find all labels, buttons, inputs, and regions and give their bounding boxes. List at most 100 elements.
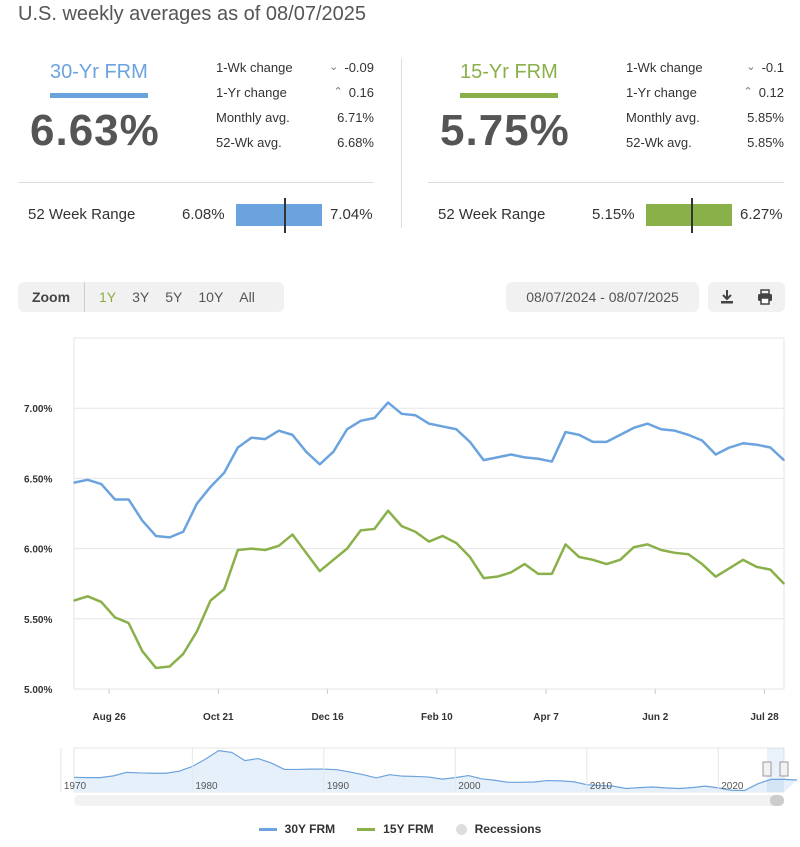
download-button[interactable] xyxy=(708,282,746,312)
data-point-30yr xyxy=(687,434,690,436)
legend-item-30yr[interactable]: 30Y FRM xyxy=(258,822,335,836)
range-marker-30yr xyxy=(284,198,287,233)
data-point-15yr xyxy=(387,509,389,512)
data-point-30yr xyxy=(646,422,649,425)
x-tick-label: Oct 21 xyxy=(203,712,234,723)
data-point-30yr xyxy=(223,471,225,474)
zoom-option-5y[interactable]: 5Y xyxy=(165,289,183,305)
stat-label: 1-Wk change xyxy=(626,60,703,75)
data-point-15yr xyxy=(250,547,253,550)
data-point-30yr xyxy=(755,443,758,446)
rate-value-30yr: 6.63% xyxy=(30,106,160,155)
data-point-30yr xyxy=(114,498,116,501)
navigator-tick-label: 1970 xyxy=(64,781,87,792)
data-point-30yr xyxy=(278,429,280,432)
data-point-15yr xyxy=(182,653,185,655)
stats-15yr: 1-Wk change ⌄ -0.1 1-Yr change ⌃ 0.12 Mont… xyxy=(626,60,784,160)
navigator-selection xyxy=(767,748,784,792)
stat-row-52wk: 52-Wk avg. 5.85% xyxy=(626,135,784,160)
data-point-30yr xyxy=(237,446,239,449)
zoom-option-10y[interactable]: 10Y xyxy=(198,289,224,305)
data-point-15yr xyxy=(278,544,280,547)
data-point-30yr xyxy=(578,434,580,436)
stat-value: -0.1 xyxy=(761,60,784,75)
stat-row-monthly: Monthly avg. 6.71% xyxy=(216,110,374,135)
y-tick-label: 5.50% xyxy=(24,615,52,626)
data-point-15yr xyxy=(783,582,785,585)
plot-area xyxy=(73,337,785,690)
chart-legend: 30Y FRM 15Y FRM Recessions xyxy=(0,822,800,836)
legend-item-recessions[interactable]: Recessions xyxy=(455,822,541,836)
panel-divider xyxy=(401,58,402,228)
data-point-30yr xyxy=(387,401,389,404)
data-point-15yr xyxy=(564,543,567,546)
data-point-15yr xyxy=(223,588,225,591)
data-point-15yr xyxy=(592,559,594,561)
data-point-30yr xyxy=(728,446,731,449)
data-point-15yr xyxy=(673,552,676,554)
data-point-30yr xyxy=(196,502,198,505)
data-point-15yr xyxy=(114,616,116,619)
data-point-15yr xyxy=(755,566,758,568)
data-point-30yr xyxy=(86,479,89,481)
data-point-15yr xyxy=(633,546,635,548)
x-tick-label: Aug 26 xyxy=(92,712,126,723)
chevron-down-icon: ⌄ xyxy=(746,61,756,73)
rate-value-15yr: 5.75% xyxy=(440,106,570,155)
range-label-30yr: 52 Week Range xyxy=(28,206,136,223)
navigator-handle-right[interactable] xyxy=(779,761,789,777)
data-point-30yr xyxy=(537,457,540,460)
data-point-30yr xyxy=(414,414,417,417)
data-point-15yr xyxy=(660,549,662,551)
stat-label: Monthly avg. xyxy=(626,110,700,125)
stat-value: 0.16 xyxy=(348,85,374,100)
data-point-15yr xyxy=(400,525,403,527)
data-point-15yr xyxy=(510,571,512,574)
data-point-15yr xyxy=(291,533,294,536)
data-point-15yr xyxy=(441,535,444,537)
data-point-15yr xyxy=(578,556,580,558)
navigator-tick-label: 1980 xyxy=(195,781,218,792)
scrollbar-thumb[interactable] xyxy=(770,795,784,806)
data-point-30yr xyxy=(714,453,717,456)
data-point-30yr xyxy=(291,434,294,436)
data-point-15yr xyxy=(551,573,553,575)
stat-row-52wk: 52-Wk avg. 6.68% xyxy=(216,135,374,160)
data-point-15yr xyxy=(100,601,103,603)
stat-label: 1-Yr change xyxy=(216,85,287,100)
chevron-up-icon: ⌃ xyxy=(333,86,343,98)
zoom-option-1y[interactable]: 1Y xyxy=(99,289,117,305)
stats-30yr: 1-Wk change ⌄ -0.09 1-Yr change ⌃ 0.16 Mon… xyxy=(216,60,374,160)
data-point-30yr xyxy=(100,483,103,485)
chart-tools xyxy=(708,282,785,312)
navigator-handle-left[interactable] xyxy=(762,761,772,777)
data-point-30yr xyxy=(305,450,307,453)
data-point-15yr xyxy=(127,622,130,624)
data-point-30yr xyxy=(182,530,185,533)
navigator-tick-label: 2010 xyxy=(590,781,613,792)
download-icon xyxy=(721,290,733,304)
print-button[interactable] xyxy=(746,282,784,312)
data-point-30yr xyxy=(428,422,430,425)
legend-item-15yr[interactable]: 15Y FRM xyxy=(357,822,434,836)
date-range-input[interactable]: 08/07/2024 - 08/07/2025 xyxy=(506,282,699,312)
navigator-tick-label: 2000 xyxy=(458,781,481,792)
zoom-option-3y[interactable]: 3Y xyxy=(132,289,150,305)
data-point-30yr xyxy=(346,428,348,431)
data-point-30yr xyxy=(510,453,512,456)
legend-label: 15Y FRM xyxy=(383,822,434,836)
data-point-30yr xyxy=(141,519,144,522)
data-point-30yr xyxy=(783,459,785,461)
data-point-15yr xyxy=(141,650,144,652)
data-point-30yr xyxy=(742,442,744,445)
data-point-30yr xyxy=(455,428,458,431)
data-point-15yr xyxy=(237,549,239,551)
range-max-30yr: 7.04% xyxy=(330,206,373,223)
range-min-30yr: 6.08% xyxy=(182,206,225,223)
data-point-15yr xyxy=(168,665,171,668)
chevron-up-icon: ⌃ xyxy=(743,86,753,98)
divider xyxy=(18,182,374,183)
zoom-option-all[interactable]: All xyxy=(239,289,255,305)
data-point-15yr xyxy=(646,543,649,546)
data-point-30yr xyxy=(523,456,526,459)
